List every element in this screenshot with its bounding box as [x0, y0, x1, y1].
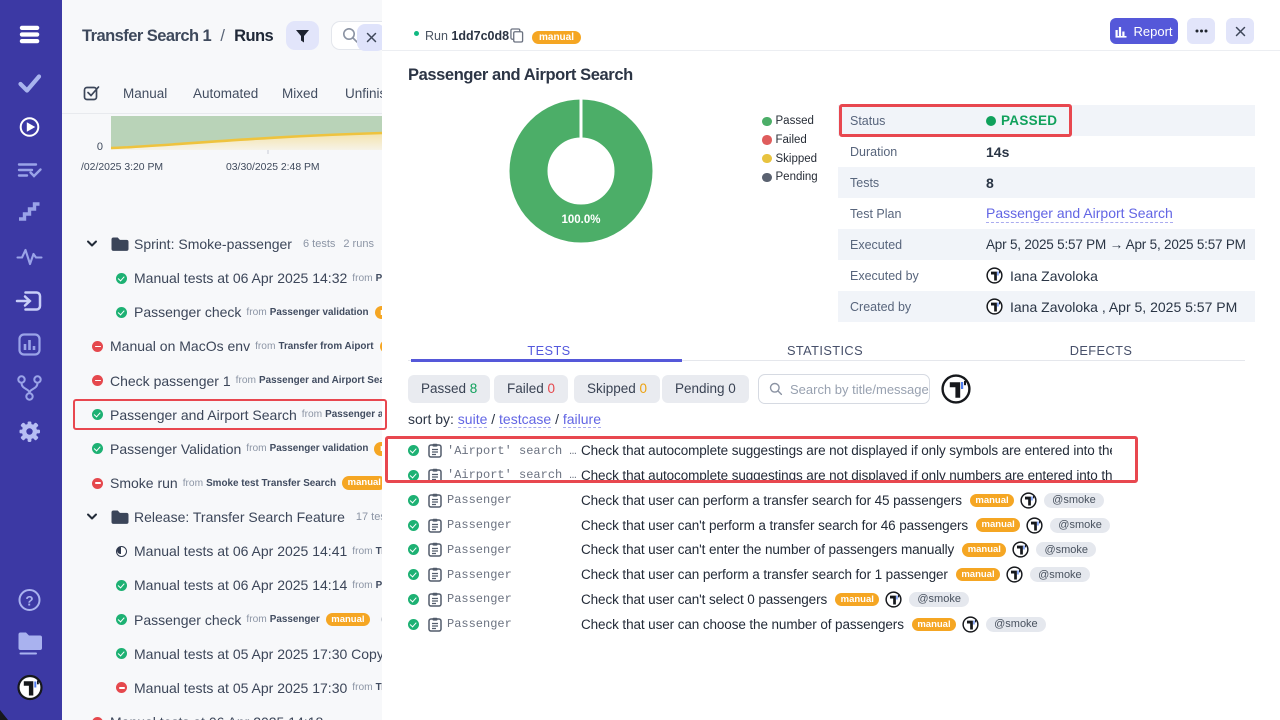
- svg-text:100.0%: 100.0%: [561, 214, 600, 226]
- svg-text:/02/2025 3:20 PM: /02/2025 3:20 PM: [81, 162, 163, 173]
- svg-text:0: 0: [97, 141, 103, 153]
- svg-text:?: ?: [25, 594, 33, 609]
- svg-text:03/30/2025 2:48 PM: 03/30/2025 2:48 PM: [226, 162, 320, 173]
